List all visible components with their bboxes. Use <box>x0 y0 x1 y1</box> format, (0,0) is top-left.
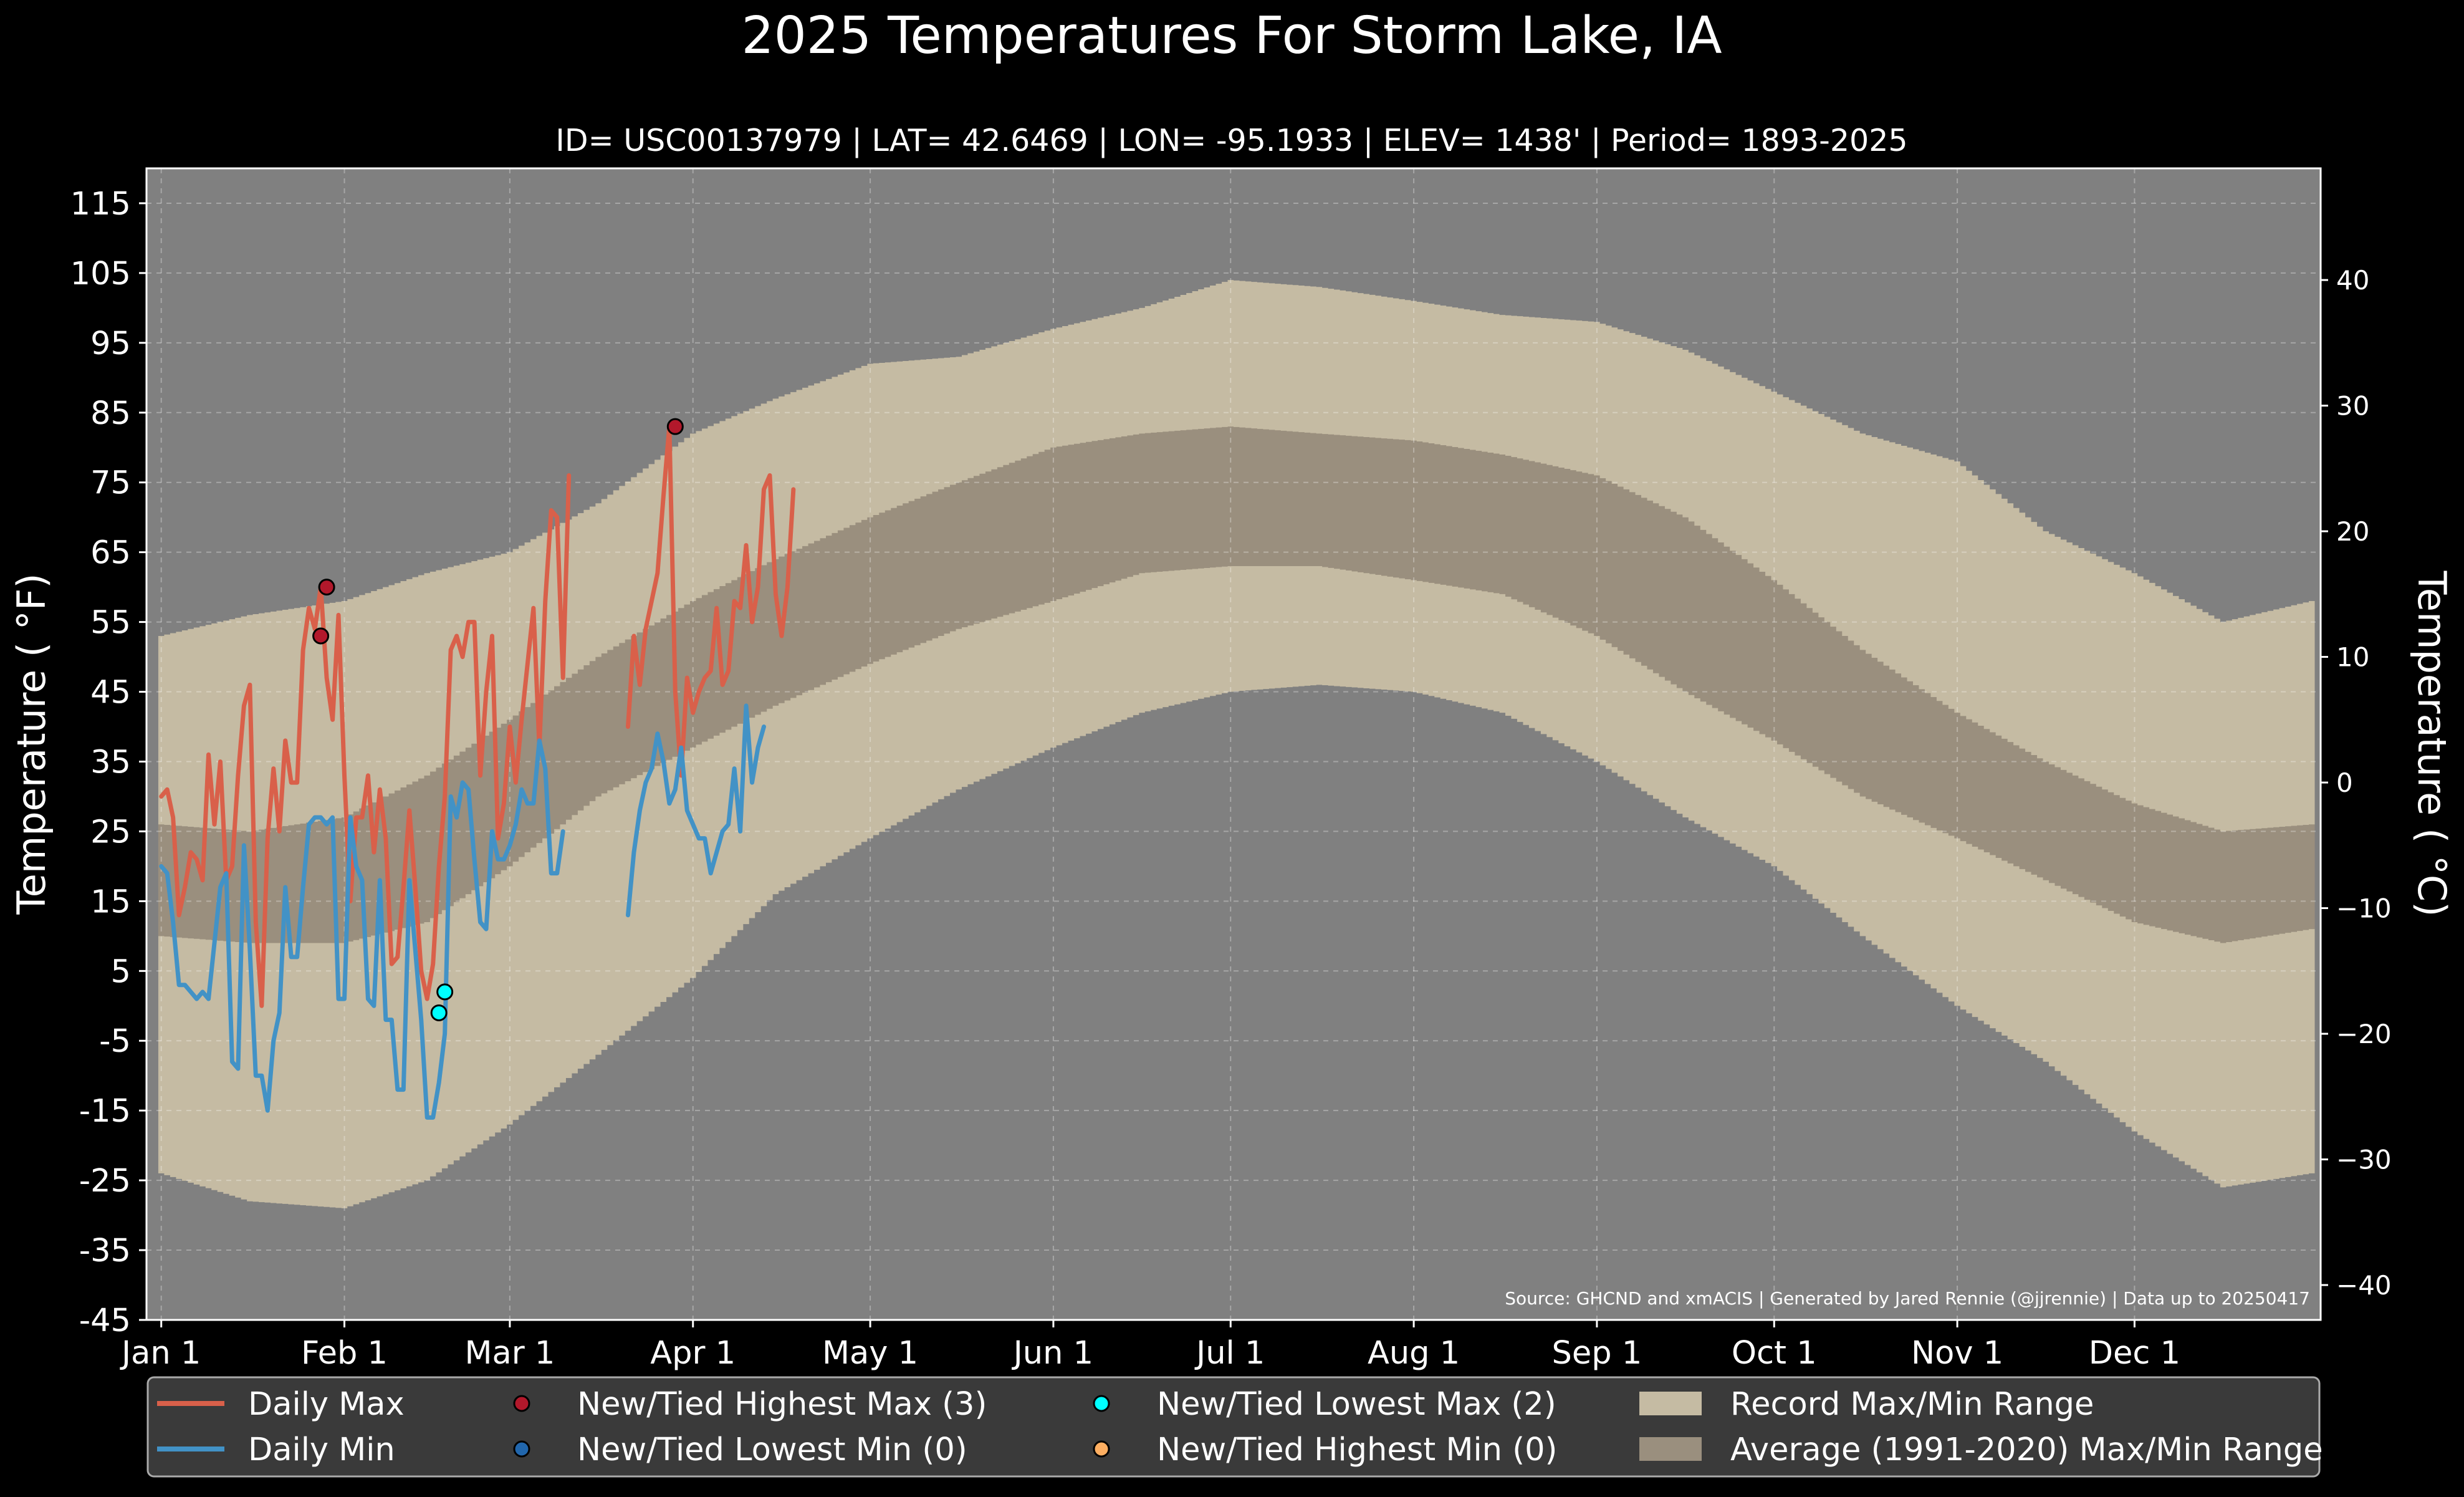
plot-area <box>145 167 2322 1321</box>
record-marker-highest-max <box>318 579 335 596</box>
left-tick-label: 35 <box>90 744 131 781</box>
left-tick-label: 55 <box>90 605 131 642</box>
right-y-axis: 40 30 20 10 0 −10 −20 −30 −40 <box>2321 265 2392 1301</box>
left-tick-label: 25 <box>90 814 131 850</box>
legend-box <box>146 1376 2321 1478</box>
legend-label: Daily Max <box>248 1386 405 1423</box>
daily-min-line <box>159 738 565 1120</box>
right-tick-label: 20 <box>2336 516 2369 547</box>
legend-swatch-dot <box>1093 1440 1110 1458</box>
legend-swatch-dot <box>513 1395 530 1412</box>
record-marker-highest-max <box>312 627 330 645</box>
source-note: Source: GHCND and xmACIS | Generated by … <box>1505 1288 2310 1309</box>
right-tick-label: 10 <box>2336 642 2369 673</box>
legend-label: Record Max/Min Range <box>1730 1386 2094 1423</box>
x-tick-label: Jun 1 <box>1012 1335 1093 1372</box>
record-marker-lowest-max <box>430 1004 448 1021</box>
legend-swatch-patch <box>1639 1437 1702 1461</box>
legend-swatch-dot <box>1093 1395 1110 1412</box>
daily-min-line <box>625 703 766 918</box>
right-tick-label: −30 <box>2336 1145 2392 1175</box>
legend-swatch-patch <box>1639 1392 1702 1415</box>
average-range-band <box>158 426 2315 943</box>
daily-max-line <box>625 424 796 778</box>
x-tick-label: Nov 1 <box>1911 1335 2003 1372</box>
x-tick-label: Apr 1 <box>650 1335 736 1372</box>
x-tick-label: Aug 1 <box>1368 1335 1460 1372</box>
x-tick-label: Jul 1 <box>1194 1335 1265 1372</box>
left-tick-label: 5 <box>111 953 131 990</box>
x-tick-label: May 1 <box>822 1335 918 1372</box>
daily-max-line <box>159 473 572 1008</box>
legend-label: New/Tied Lowest Max (2) <box>1157 1386 1556 1423</box>
right-tick-label: −10 <box>2336 893 2392 924</box>
x-tick-label: Dec 1 <box>2089 1335 2180 1372</box>
left-tick-label: -5 <box>99 1023 131 1060</box>
right-tick-label: 0 <box>2336 768 2353 798</box>
legend-label: New/Tied Highest Max (3) <box>577 1386 987 1423</box>
chart-title: 2025 Temperatures For Storm Lake, IA <box>741 6 1722 65</box>
x-tick-label: Jan 1 <box>120 1335 201 1372</box>
x-tick-label: Mar 1 <box>464 1335 555 1372</box>
right-tick-label: −20 <box>2336 1019 2392 1049</box>
right-y-axis-label: Temperature ( °C) <box>2409 570 2455 917</box>
left-tick-label: 105 <box>70 256 131 292</box>
left-tick-label: 75 <box>90 465 131 502</box>
chart-subtitle: ID= USC00137979 | LAT= 42.6469 | LON= -9… <box>555 123 1907 158</box>
record-marker-highest-max <box>666 418 684 435</box>
left-tick-label: -25 <box>79 1163 131 1200</box>
left-tick-label: 45 <box>90 675 131 711</box>
legend-label: Daily Min <box>248 1432 395 1468</box>
right-tick-label: 40 <box>2336 265 2369 296</box>
left-tick-label: 65 <box>90 535 131 572</box>
x-tick-label: Oct 1 <box>1732 1335 1817 1372</box>
record-range-band <box>158 280 2315 1208</box>
left-tick-label: 15 <box>90 883 131 920</box>
legend-label: Average (1991-2020) Max/Min Range <box>1730 1432 2323 1468</box>
left-tick-label: -35 <box>79 1233 131 1269</box>
left-tick-label: -15 <box>79 1093 131 1130</box>
legend-label: New/Tied Lowest Min (0) <box>577 1432 967 1468</box>
left-tick-label: 95 <box>90 325 131 362</box>
x-tick-label: Feb 1 <box>301 1335 388 1372</box>
plot-frame <box>145 167 2322 1321</box>
right-tick-label: 30 <box>2336 391 2369 421</box>
left-tick-label: 85 <box>90 395 131 432</box>
left-y-axis-label: Temperature ( °F) <box>9 573 54 915</box>
legend-label: New/Tied Highest Min (0) <box>1157 1432 1557 1468</box>
left-tick-label: -45 <box>79 1302 131 1339</box>
legend: Daily Max New/Tied Highest Max (3) New/Tie… <box>146 1376 2323 1478</box>
record-marker-lowest-max <box>436 983 454 1001</box>
right-tick-label: −40 <box>2336 1270 2392 1301</box>
left-y-axis: 115 105 95 85 75 65 55 45 35 25 15 5 -5 -15 -25 -35 -45 <box>70 186 146 1339</box>
legend-swatch-dot <box>513 1440 530 1458</box>
left-tick-label: 115 <box>70 186 131 223</box>
x-tick-label: Sep 1 <box>1552 1335 1642 1372</box>
x-axis: Jan 1 Feb 1 Mar 1 Apr 1 May 1 Jun 1 Jul 1 Aug 1… <box>120 1320 2180 1372</box>
